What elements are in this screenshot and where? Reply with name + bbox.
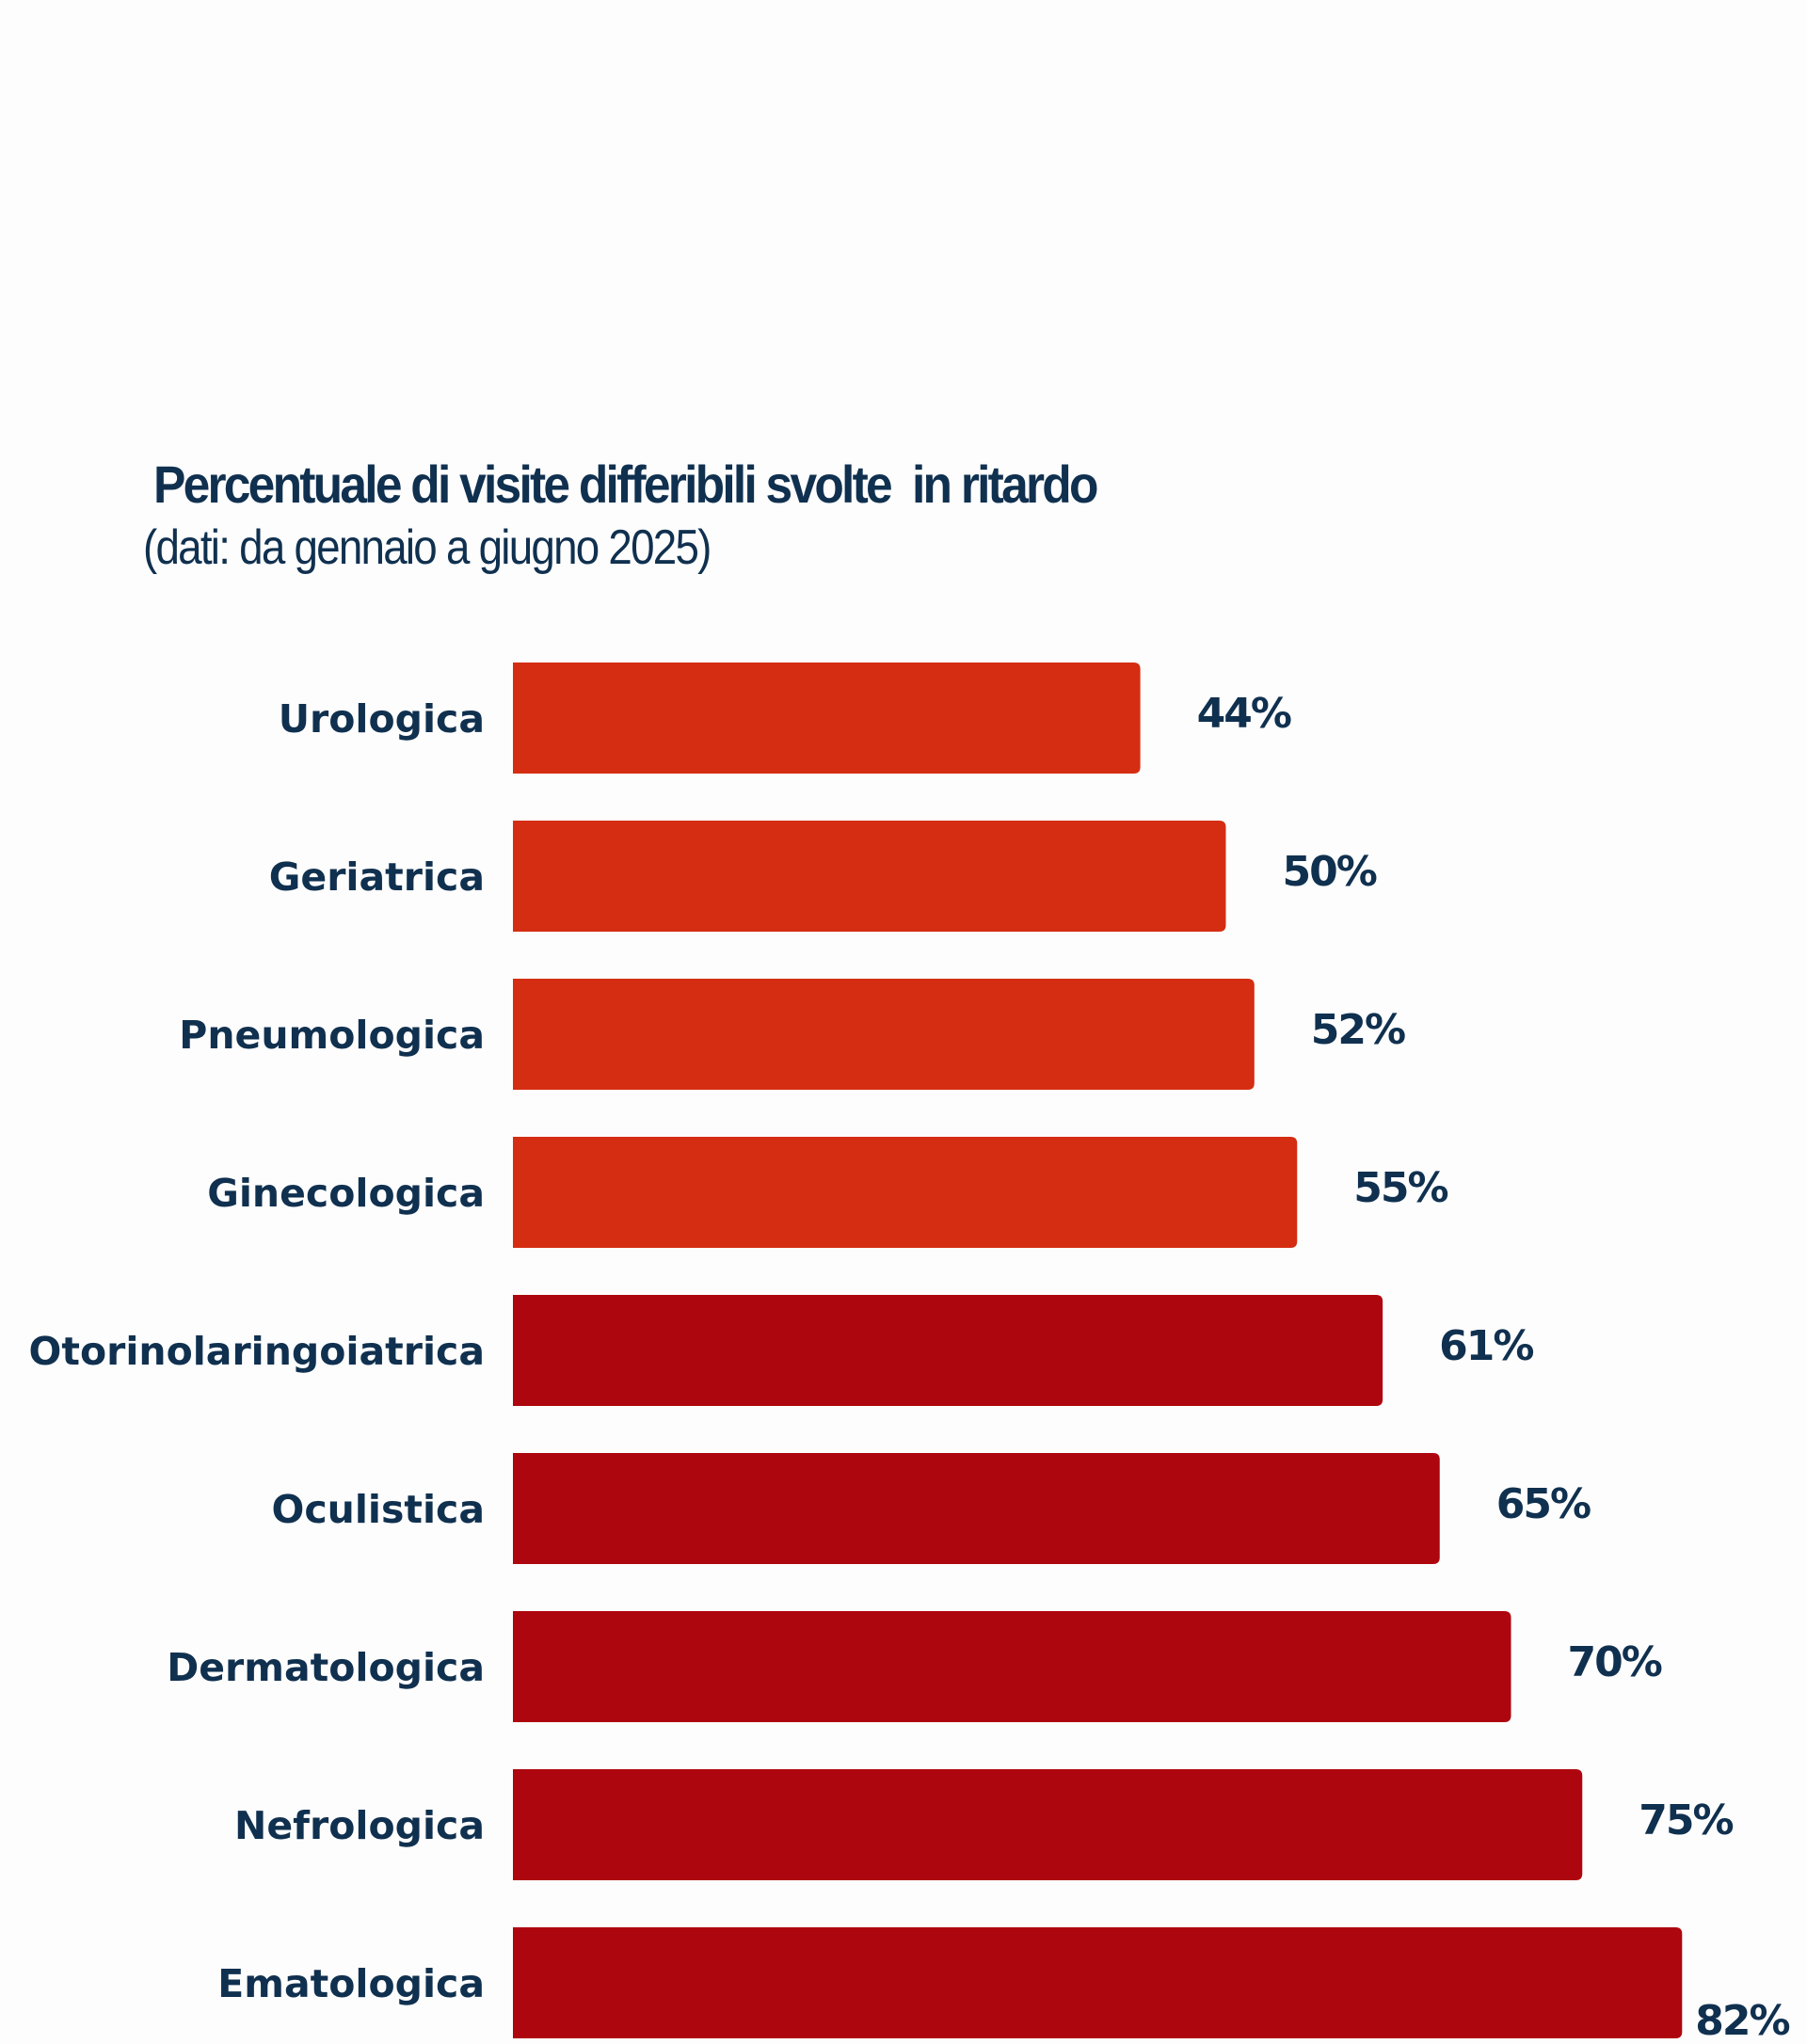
bar-pneumologica <box>513 979 1255 1090</box>
value-label: 61% <box>1439 1322 1533 1370</box>
category-label: Geriatrica <box>269 854 485 900</box>
value-label: 75% <box>1639 1796 1733 1844</box>
bar-urologica <box>513 663 1141 774</box>
value-label: 65% <box>1496 1480 1591 1528</box>
bar-nefrologica <box>513 1769 1583 1880</box>
chart-subtitle: (dati: da gennaio a giugno 2025) <box>143 520 712 575</box>
category-label: Nefrologica <box>234 1803 485 1848</box>
value-label: 82% <box>1695 1997 1789 2044</box>
value-label: 50% <box>1283 848 1377 896</box>
category-label: Oculistica <box>272 1487 485 1532</box>
category-label: Ginecologica <box>207 1171 485 1216</box>
value-label: 44% <box>1197 690 1291 738</box>
bar-geriatrica <box>513 821 1226 932</box>
category-label: Ematologica <box>217 1961 485 2006</box>
category-label: Otorinolaringoiatrica <box>28 1329 485 1374</box>
bar-otorinolaringoiatrica <box>513 1295 1383 1406</box>
value-label: 70% <box>1568 1638 1662 1686</box>
bar-ematologica <box>513 1927 1683 2038</box>
bar-oculistica <box>513 1453 1440 1564</box>
category-label: Pneumologica <box>179 1013 485 1058</box>
bar-ginecologica <box>513 1137 1298 1248</box>
bar-dermatologica <box>513 1611 1511 1722</box>
chart-title: Percentuale di visite differibili svolte… <box>153 455 1098 514</box>
value-label: 52% <box>1311 1006 1405 1054</box>
category-label: Urologica <box>279 696 485 742</box>
value-label: 55% <box>1353 1164 1447 1212</box>
category-label: Dermatologica <box>167 1645 485 1690</box>
